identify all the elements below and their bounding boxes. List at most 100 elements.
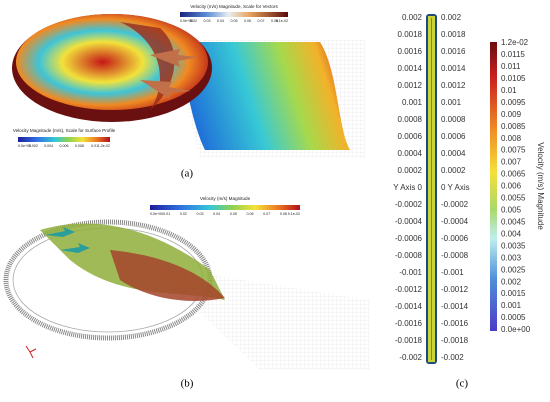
y-tick-label: 0.0014 [398, 64, 423, 73]
colorbar-tick-label: 0.002 [29, 144, 38, 148]
y-tick-label: -0.0018 [441, 336, 469, 345]
y-tick-label: -0.0008 [395, 251, 423, 260]
colorbar-tick-label: 1.2e-02 [98, 144, 110, 148]
panel-label: (c) [456, 378, 469, 390]
y-tick-label: 0.0018 [398, 30, 423, 39]
y-tick-label: 0.0004 [398, 149, 423, 158]
y-tick-label: 0.011 [501, 62, 521, 71]
colorbar-tick-label: 0.04 [217, 19, 224, 23]
colorbar-title: Velocity (m/s) Magnitude [200, 196, 251, 201]
y-tick-label: 0.005 [501, 206, 522, 215]
y-tick-label: 0.0115 [501, 50, 525, 59]
colorbar-tick-label: 0.004 [44, 144, 53, 148]
colorbar-tick-label: 0.07 [263, 212, 270, 216]
y-tick-label: 0.0002 [398, 166, 423, 175]
y-tick-label: 0.009 [501, 110, 522, 119]
colorbar-tick-label: 0.04 [213, 212, 220, 216]
colorbar-tick-label: 0.05 [230, 212, 237, 216]
y-tick-label: 0.001 [402, 98, 423, 107]
disk [16, 14, 208, 110]
colorbar-tick-label: 9.1e-02 [276, 19, 288, 23]
arrows [45, 227, 90, 253]
colorbar-tick-label: 0.0e+00 [180, 19, 193, 23]
y-tick-label: -0.0006 [441, 234, 469, 243]
y-tick-label: -0.0014 [395, 302, 423, 311]
vectors [110, 250, 225, 301]
y-tick-label: 0.001 [501, 301, 522, 310]
colorbar-title: Velocity (m/s) Magnitude, Scale for Vect… [190, 4, 278, 9]
y-tick-label: 0.002 [501, 277, 522, 286]
y-tick-label: 0.0025 [501, 265, 526, 274]
colorbar-tick-label: 0.07 [258, 19, 265, 23]
y-tick-label: -0.0004 [441, 217, 469, 226]
y-tick-label: -0.0016 [441, 319, 469, 328]
y-tick-label: Y Axis 0 [393, 183, 422, 192]
slab [175, 42, 350, 150]
colorbar-tick-label: 0.008 [75, 144, 84, 148]
colorbar-tick-label: 0.01 [91, 144, 98, 148]
colorbar-tick-label: 0.05 [231, 19, 238, 23]
y-tick-label: 0.0e+00 [501, 325, 531, 334]
panel-label: (b) [181, 378, 194, 390]
y-tick-label: -0.002 [441, 353, 464, 362]
y-tick-label: 0.0035 [501, 241, 526, 250]
y-tick-label: 0.0045 [501, 217, 526, 226]
y-tick-label: -0.0004 [395, 217, 423, 226]
y-tick-label: 1.2e-02 [501, 38, 529, 47]
y-tick-label: 0.0012 [398, 81, 423, 90]
y-tick-label: -0.001 [399, 268, 422, 277]
y-tick-label: -0.0002 [441, 200, 469, 209]
colorbar-tick-label: 0.08 [271, 19, 278, 23]
colorbar-tick-label: 0.0e+00 [18, 144, 31, 148]
y-tick-label: 0.0015 [501, 289, 526, 298]
y-tick-label: 0.0085 [501, 122, 526, 131]
arrows [140, 49, 198, 99]
y-tick-label: 0.004 [501, 229, 522, 238]
y-tick-label: 0.01 [501, 86, 517, 95]
y-tick-label: 0.0005 [501, 313, 526, 322]
y-tick-label: 0.0014 [441, 64, 466, 73]
y-tick-label: 0.002 [441, 13, 462, 22]
y-tick-label: 0.006 [501, 182, 522, 191]
colorbar-tick-label: 0.06 [247, 212, 254, 216]
colorbar [150, 205, 300, 210]
colorbar-tick-label: 0.0e+00 [150, 212, 163, 216]
y-tick-label: -0.002 [399, 353, 422, 362]
y-tick-label: 0.0016 [398, 47, 423, 56]
y-tick-label: -0.0006 [395, 234, 423, 243]
colorbar [490, 42, 497, 331]
y-tick-label: -0.0002 [395, 200, 423, 209]
y-tick-label: -0.0016 [395, 319, 423, 328]
colorbar-title: Velocity (m/s) Magnitude [536, 142, 545, 230]
colorbar-tick-label: 0.03 [197, 212, 204, 216]
y-tick-label: 0.0075 [501, 146, 526, 155]
y-tick-label: 0.0016 [441, 47, 466, 56]
colorbar-tick-label: 0.06 [244, 19, 251, 23]
y-tick-label: 0.0065 [501, 170, 526, 179]
panel-b-render [3, 205, 370, 370]
y-tick-label: 0.0105 [501, 74, 526, 83]
colorbar-title: Velocity Magnitude (m/s), Scale for Surf… [13, 128, 116, 133]
colorbar-tick-label: 0.01 [163, 212, 170, 216]
y-tick-label: 0 Y Axis [441, 183, 470, 192]
y-tick-label: 0.0055 [501, 194, 526, 203]
y-tick-label: 0.008 [501, 134, 522, 143]
colorbar-tick-label: 0.03 [204, 19, 211, 23]
y-tick-label: 0.0008 [441, 115, 466, 124]
y-tick-label: 0.003 [501, 253, 522, 262]
colorbar-tick-label: 9.1e-02 [288, 212, 300, 216]
y-tick-label: 0.0008 [398, 115, 423, 124]
colorbar [180, 12, 288, 17]
y-tick-label: -0.001 [441, 268, 464, 277]
y-tick-label: 0.002 [402, 13, 423, 22]
y-tick-label: -0.0012 [441, 285, 469, 294]
y-tick-label: -0.0014 [441, 302, 469, 311]
y-tick-label: 0.0018 [441, 30, 466, 39]
y-tick-label: 0.0004 [441, 149, 466, 158]
y-tick-label: 0.0095 [501, 98, 526, 107]
y-tick-label: 0.001 [441, 98, 462, 107]
colorbar [18, 137, 110, 142]
y-tick-label: 0.0012 [441, 81, 466, 90]
y-tick-label: 0.007 [501, 158, 522, 167]
